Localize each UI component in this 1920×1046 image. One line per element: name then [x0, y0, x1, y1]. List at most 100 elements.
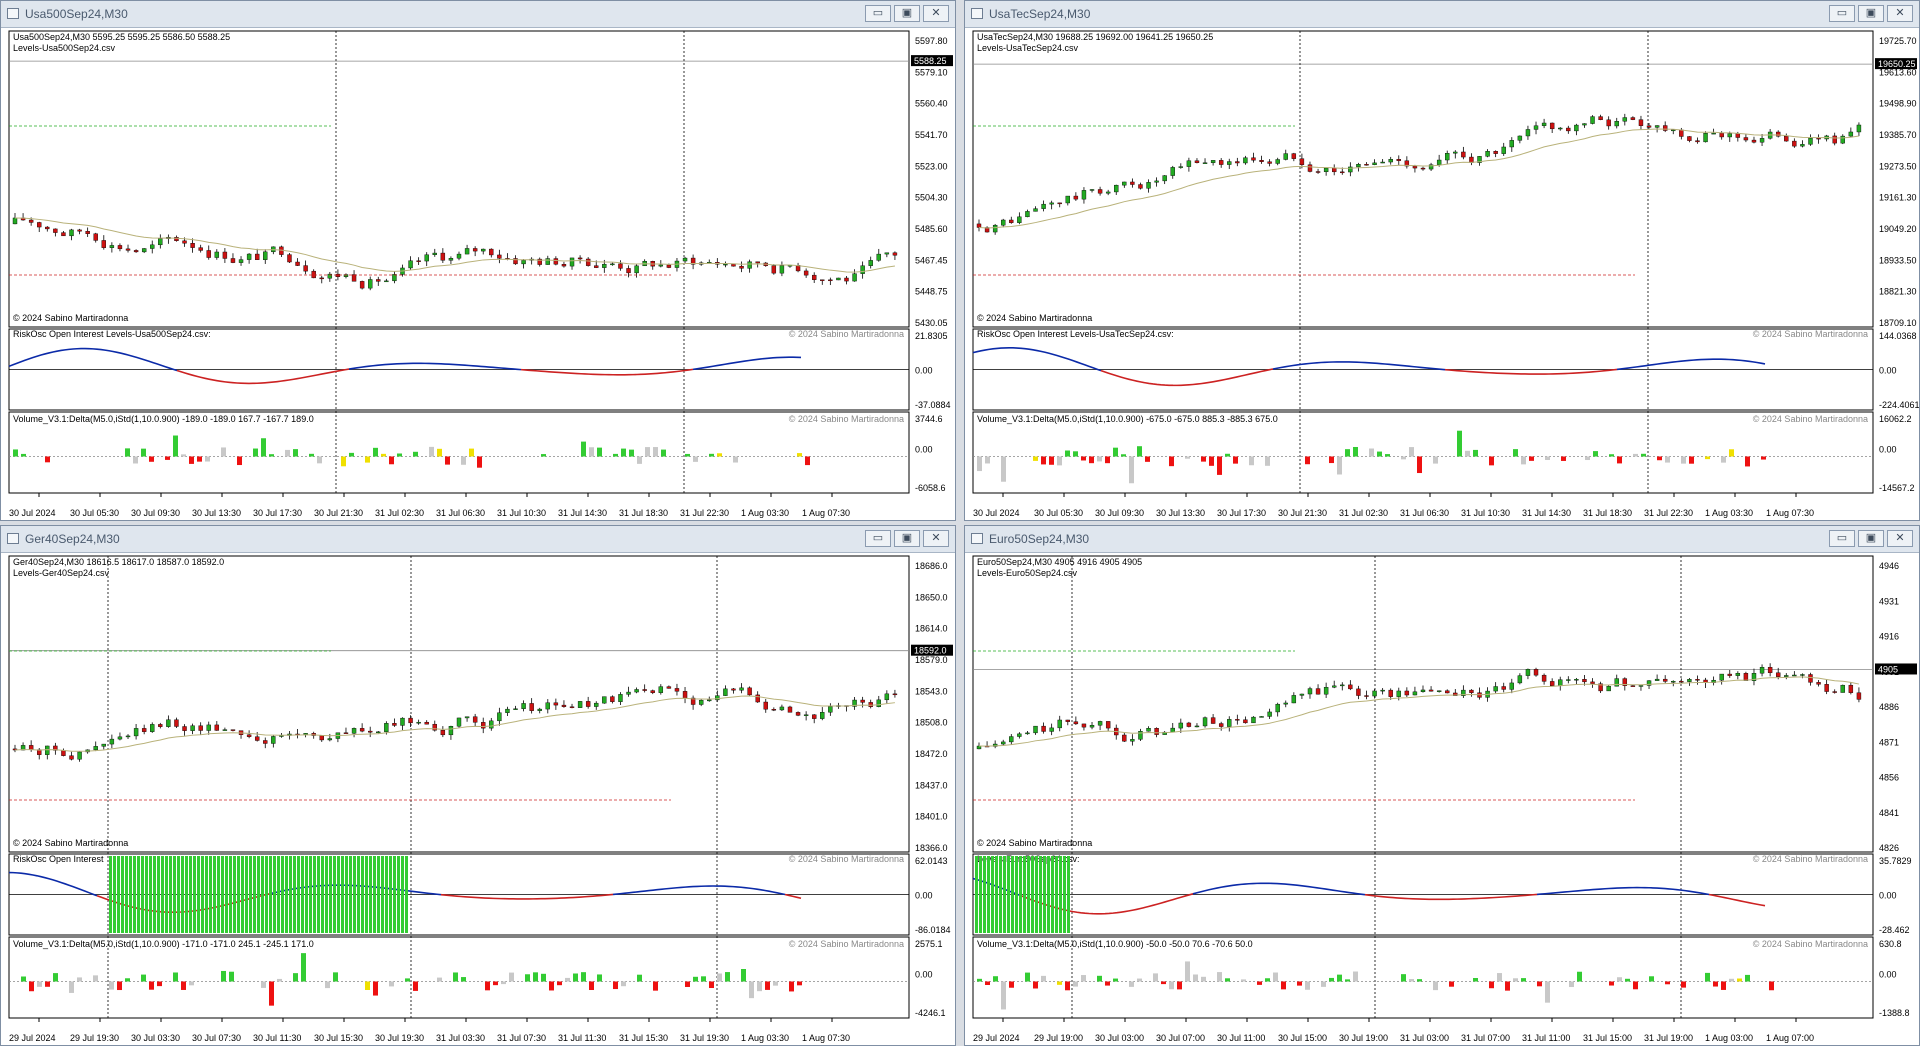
candle-body — [424, 254, 429, 262]
time-axis-label: 29 Jul 19:00 — [1034, 1033, 1083, 1043]
candle-body — [860, 265, 865, 274]
oscillator-axis-label: 144.0368 — [1879, 331, 1917, 341]
moving-average-line — [14, 217, 896, 273]
time-axis-label: 30 Jul 03:00 — [1095, 1033, 1144, 1043]
candle-body — [77, 229, 82, 232]
volume-pane-frame — [972, 411, 1874, 494]
oscillator-histogram-bar — [221, 856, 224, 933]
candle-body — [868, 702, 873, 707]
candle-body — [1735, 673, 1741, 676]
close-button[interactable]: ✕ — [923, 5, 949, 22]
candle-body — [1081, 723, 1087, 728]
volume-bar — [125, 978, 130, 982]
candle-body — [351, 274, 357, 282]
oscillator-histogram-bar — [165, 856, 168, 933]
candle-body — [1097, 189, 1103, 194]
candle-body — [230, 258, 236, 263]
volume-bar — [501, 981, 506, 985]
price-axis-label: 18933.50 — [1879, 255, 1917, 265]
candle-body — [28, 219, 34, 223]
maximize-button[interactable]: ▣ — [1858, 5, 1884, 22]
price-axis-label: 18472.0 — [915, 749, 948, 759]
price-axis-label: 19385.70 — [1879, 130, 1917, 140]
chart-window-ger40[interactable]: Ger40Sep24,M30 ▭ ▣ ✕ Ger40Sep24,M30 1861… — [0, 525, 956, 1046]
candle-body — [1057, 719, 1062, 729]
candle-body — [1372, 690, 1377, 697]
candle-body — [101, 240, 107, 248]
candle-body — [150, 244, 155, 249]
candle-body — [594, 702, 599, 707]
volume-bar — [773, 981, 778, 986]
window-titlebar[interactable]: Euro50Sep24,M30 ▭ ▣ ✕ — [965, 526, 1919, 553]
volume-bar — [1409, 979, 1414, 982]
candle-body — [1695, 140, 1700, 143]
window-titlebar[interactable]: Ger40Sep24,M30 ▭ ▣ ✕ — [1, 526, 955, 553]
candle-body — [602, 263, 607, 268]
oscillator-histogram-bar — [197, 856, 200, 933]
time-axis-label: 31 Jul 10:30 — [1461, 508, 1510, 518]
candle-body — [424, 721, 429, 725]
chart-window-icon — [971, 533, 983, 544]
candle-body — [1614, 678, 1619, 687]
volume-bar — [1401, 974, 1406, 982]
oscillator-axis-label: 0.00 — [1879, 366, 1897, 376]
window-titlebar[interactable]: Usa500Sep24,M30 ▭ ▣ ✕ — [1, 1, 955, 28]
oscillator-histogram-bar — [301, 856, 304, 933]
price-axis-label: 4841 — [1879, 808, 1899, 818]
candle-body — [93, 233, 98, 241]
candle-body — [376, 279, 381, 282]
oscillator-curve — [1444, 368, 1618, 375]
candle-body — [618, 694, 623, 702]
candle-body — [884, 693, 890, 701]
minimize-button[interactable]: ▭ — [865, 5, 891, 22]
chart-window-usatec[interactable]: UsaTecSep24,M30 ▭ ▣ ✕ UsaTecSep24,M30 19… — [964, 0, 1920, 521]
close-button[interactable]: ✕ — [1887, 530, 1913, 547]
chart-window-usa500[interactable]: Usa500Sep24,M30 ▭ ▣ ✕ Usa500Sep24,M30 55… — [0, 0, 956, 521]
minimize-button[interactable]: ▭ — [1829, 5, 1855, 22]
oscillator-histogram-bar — [257, 856, 260, 933]
chart-canvas[interactable]: Euro50Sep24,M30 4905 4916 4905 4905 Leve… — [965, 552, 1920, 1046]
chart-canvas[interactable]: UsaTecSep24,M30 19688.25 19692.00 19641.… — [965, 27, 1920, 521]
candle-body — [747, 261, 752, 269]
window-titlebar[interactable]: UsaTecSep24,M30 ▭ ▣ ✕ — [965, 1, 1919, 28]
oscillator-histogram-bar — [987, 856, 990, 933]
candle-body — [1776, 131, 1781, 137]
candle-body — [1154, 180, 1159, 183]
chart-window-euro50[interactable]: Euro50Sep24,M30 ▭ ▣ ✕ Euro50Sep24,M30 49… — [964, 525, 1920, 1046]
candle-body — [384, 280, 389, 283]
candle-body — [1816, 137, 1821, 140]
candle-body — [1275, 703, 1280, 713]
volume-bar — [589, 447, 594, 457]
candle-body — [1340, 684, 1345, 687]
close-button[interactable]: ✕ — [923, 530, 949, 547]
candle-body — [1049, 202, 1054, 205]
volume-bar — [1185, 456, 1190, 459]
volume-bar — [485, 981, 490, 991]
oscillator-histogram-bar — [225, 856, 228, 933]
candle-body — [698, 699, 704, 705]
maximize-button[interactable]: ▣ — [1858, 530, 1884, 547]
candle-body — [1057, 202, 1062, 205]
oscillator-histogram-bar — [1059, 856, 1062, 933]
oscillator-histogram-bar — [133, 856, 136, 933]
volume-bar — [1177, 981, 1182, 990]
minimize-button[interactable]: ▭ — [865, 530, 891, 547]
time-axis-label: 1 Aug 07:30 — [802, 1033, 850, 1043]
minimize-button[interactable]: ▭ — [1829, 530, 1855, 547]
candle-body — [594, 265, 599, 268]
volume-bar — [181, 981, 186, 990]
maximize-button[interactable]: ▣ — [894, 5, 920, 22]
oscillator-curve — [692, 356, 802, 371]
chart-canvas[interactable]: Usa500Sep24,M30 5595.25 5595.25 5586.50 … — [1, 27, 956, 521]
volume-bar — [1609, 454, 1614, 457]
candle-body — [1267, 161, 1272, 164]
candle-body — [158, 724, 163, 727]
candle-body — [1017, 733, 1022, 737]
volume-bar — [1257, 981, 1262, 985]
volume-bar — [173, 435, 178, 457]
candle-body — [238, 259, 244, 263]
chart-canvas[interactable]: Ger40Sep24,M30 18616.5 18617.0 18587.0 1… — [1, 552, 956, 1046]
volume-bar — [1729, 978, 1734, 982]
maximize-button[interactable]: ▣ — [894, 530, 920, 547]
close-button[interactable]: ✕ — [1887, 5, 1913, 22]
